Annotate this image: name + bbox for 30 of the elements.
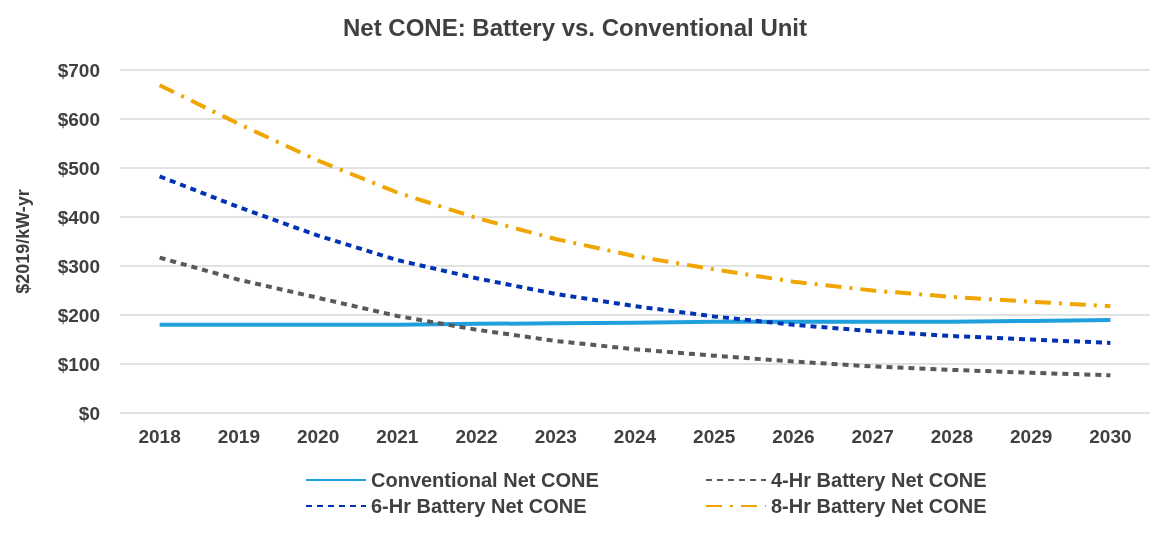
y-tick-label: $400: [57, 206, 100, 228]
x-tick-label: 2027: [851, 426, 894, 447]
legend-label: Conventional Net CONE: [371, 469, 599, 491]
y-tick-label: $200: [57, 304, 100, 326]
y-tick-label: $700: [57, 59, 100, 81]
y-tick-label: $100: [57, 353, 100, 375]
y-tick-label: $500: [57, 157, 100, 179]
x-tick-label: 2020: [296, 426, 340, 447]
x-tick-label: 2024: [613, 426, 657, 447]
x-tick-label: 2026: [772, 426, 815, 447]
legend-label: 6-Hr Battery Net CONE: [371, 495, 587, 517]
legend-label: 4-Hr Battery Net CONE: [771, 469, 987, 491]
x-tick-label: 2021: [376, 426, 419, 447]
y-tick-label: $0: [78, 402, 100, 424]
x-tick-label: 2025: [693, 426, 736, 447]
line-series: [157, 255, 1113, 378]
y-tick-label: $600: [57, 108, 100, 130]
x-tick-label: 2019: [217, 426, 260, 447]
x-tick-label: 2030: [1089, 426, 1132, 447]
line-series: [157, 174, 1113, 345]
y-tick-label: $300: [57, 255, 100, 277]
x-tick-label: 2022: [455, 426, 498, 447]
y-axis-title: $2019/kW-yr: [13, 189, 33, 294]
x-tick-label: 2023: [534, 426, 577, 447]
legend-label: 8-Hr Battery Net CONE: [771, 495, 987, 517]
line-series: [157, 83, 1113, 309]
x-tick-label: 2028: [930, 426, 974, 447]
x-tick-label: 2018: [138, 426, 181, 447]
chart-title: Net CONE: Battery vs. Conventional Unit: [342, 13, 808, 41]
x-tick-label: 2029: [1010, 426, 1053, 447]
